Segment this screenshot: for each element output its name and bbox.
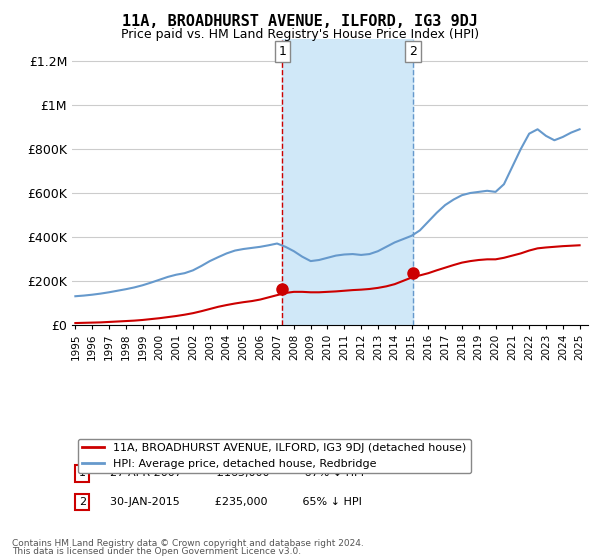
Legend: 11A, BROADHURST AVENUE, ILFORD, IG3 9DJ (detached house), HPI: Average price, de: 11A, BROADHURST AVENUE, ILFORD, IG3 9DJ …	[77, 439, 471, 473]
Text: This data is licensed under the Open Government Licence v3.0.: This data is licensed under the Open Gov…	[12, 548, 301, 557]
Text: Contains HM Land Registry data © Crown copyright and database right 2024.: Contains HM Land Registry data © Crown c…	[12, 539, 364, 548]
Text: 27-APR-2007          £165,000          67% ↓ HPI: 27-APR-2007 £165,000 67% ↓ HPI	[103, 468, 364, 478]
Bar	[282, 39, 413, 325]
Text: Price paid vs. HM Land Registry's House Price Index (HPI): Price paid vs. HM Land Registry's House …	[121, 28, 479, 41]
Text: 30-JAN-2015          £235,000          65% ↓ HPI: 30-JAN-2015 £235,000 65% ↓ HPI	[103, 497, 362, 507]
Text: 2: 2	[79, 497, 86, 507]
Text: 11A, BROADHURST AVENUE, ILFORD, IG3 9DJ: 11A, BROADHURST AVENUE, ILFORD, IG3 9DJ	[122, 14, 478, 29]
Text: 1: 1	[79, 468, 86, 478]
Text: 1: 1	[278, 45, 286, 58]
Text: 2: 2	[409, 45, 417, 58]
